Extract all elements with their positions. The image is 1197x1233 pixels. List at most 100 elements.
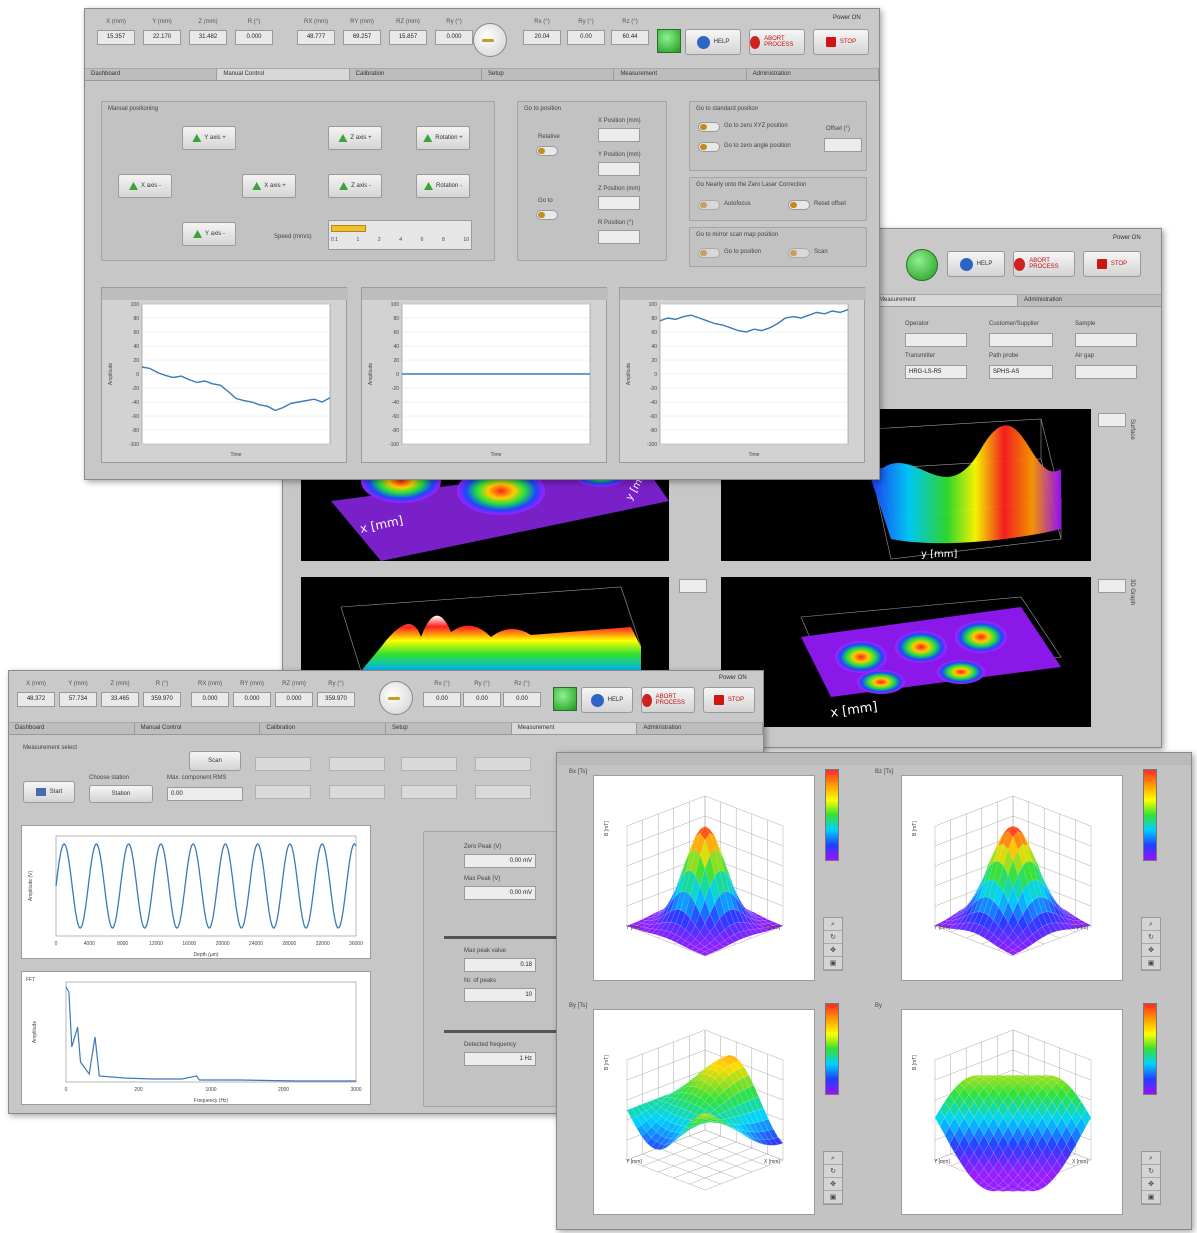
- meas-field-1[interactable]: [255, 757, 311, 771]
- meas-field-6[interactable]: [329, 785, 385, 799]
- time-chart-1[interactable]: 100 80 60 40 20 0 -20 -40 -60 -80 -100 Time Amplitud…: [101, 287, 348, 463]
- tab-dashboard[interactable]: Dashboard: [85, 69, 218, 80]
- time-chart-3[interactable]: 100 80 60 40 20 0 -20 -40 -60 -80 -100 Time Amplitud…: [619, 287, 866, 463]
- scan-toggle[interactable]: [788, 248, 810, 258]
- stop-button[interactable]: STOP: [1083, 251, 1141, 277]
- abort-process-button[interactable]: ABORT PROCESS: [641, 687, 695, 713]
- meas-field-7[interactable]: [401, 785, 457, 799]
- meas-field-8[interactable]: [475, 785, 531, 799]
- plot-tools-3[interactable]: ⌕ ↻ ✥ ▣: [823, 1151, 843, 1205]
- reset-offset-toggle[interactable]: [788, 200, 810, 210]
- tab-manual-control[interactable]: Manual Control: [135, 723, 261, 734]
- goto-toggle[interactable]: [536, 210, 558, 220]
- tab-setup[interactable]: Setup: [482, 69, 615, 80]
- time-chart-3-svg: 100 80 60 40 20 0 -20 -40 -60 -80 -100 Time Amplitud…: [620, 288, 866, 458]
- help-button[interactable]: HELP: [947, 251, 1005, 277]
- rotate-icon[interactable]: ↻: [824, 1165, 842, 1178]
- zoom-icon[interactable]: ⌕: [824, 1152, 842, 1165]
- transmitter-field[interactable]: HRG-LS-R5: [905, 365, 967, 379]
- plot-tools-1[interactable]: ⌕ ↻ ✥ ▣: [823, 917, 843, 971]
- max-rms-field[interactable]: 0.00: [167, 787, 243, 801]
- start-button[interactable]: Start: [23, 781, 75, 803]
- relative-toggle[interactable]: [536, 146, 558, 156]
- surface-plot-bottom-right[interactable]: x [mm]: [721, 577, 1091, 727]
- mesh-plot-1[interactable]: X [mm] Y [mm] B [mT]: [593, 775, 815, 981]
- sample-field[interactable]: [1075, 333, 1137, 347]
- zoom-icon[interactable]: ⌕: [1142, 1152, 1160, 1165]
- zoom-icon[interactable]: ⌕: [824, 918, 842, 931]
- meas-field-2[interactable]: [329, 757, 385, 771]
- meas-field-5[interactable]: [255, 785, 311, 799]
- y-axis-minus-button[interactable]: Y axis -: [182, 222, 236, 246]
- speed-slider[interactable]: 0.1 1 2 4 6 8 10: [328, 220, 472, 250]
- autofocus-toggle[interactable]: [698, 200, 720, 210]
- speed-knob[interactable]: [379, 681, 413, 715]
- pan-icon[interactable]: ✥: [1142, 944, 1160, 957]
- x-axis-plus-button[interactable]: X axis +: [242, 174, 296, 198]
- plot-control-1[interactable]: [1098, 413, 1126, 427]
- x-axis-minus-button[interactable]: X axis -: [118, 174, 172, 198]
- tab-setup[interactable]: Setup: [386, 723, 512, 734]
- reset-icon[interactable]: ▣: [824, 1191, 842, 1204]
- plot-tools-4[interactable]: ⌕ ↻ ✥ ▣: [1141, 1151, 1161, 1205]
- reset-icon[interactable]: ▣: [1142, 957, 1160, 970]
- path-probe-field[interactable]: SPHS-AS: [989, 365, 1053, 379]
- mesh-plot-3[interactable]: X [mm] Y [mm] B [mT]: [593, 1009, 815, 1215]
- customer-field[interactable]: [989, 333, 1053, 347]
- speed-knob[interactable]: [473, 23, 507, 57]
- goto-position-toggle[interactable]: [698, 248, 720, 258]
- scan-button[interactable]: Scan: [189, 751, 241, 771]
- tab-measurement[interactable]: Measurement: [511, 723, 638, 734]
- mesh-plot-2[interactable]: X [mm] Y [mm] B [mT]: [901, 775, 1123, 981]
- abort-process-button[interactable]: ABORT PROCESS: [1013, 251, 1075, 277]
- tab-administration[interactable]: Administration: [637, 723, 763, 734]
- reset-icon[interactable]: ▣: [824, 957, 842, 970]
- help-button[interactable]: HELP: [581, 687, 633, 713]
- z-axis-minus-button[interactable]: Z axis -: [328, 174, 382, 198]
- operator-field[interactable]: [905, 333, 967, 347]
- fft-chart[interactable]: FFT 0 200 1000 2000 3000 Frequency (Hz) Amplitu…: [21, 971, 371, 1105]
- signal-chart[interactable]: 0 4000 8000 12000 16000 20000 24000 28000 32000 3…: [21, 825, 371, 959]
- y-axis-plus-button[interactable]: Y axis +: [182, 126, 236, 150]
- pan-icon[interactable]: ✥: [1142, 1178, 1160, 1191]
- time-chart-2[interactable]: 100 80 60 40 20 0 -20 -40 -60 -80 -100 Time Amplitud…: [361, 287, 608, 463]
- rotate-icon[interactable]: ↻: [1142, 1165, 1160, 1178]
- tab-measurement[interactable]: Measurement: [614, 69, 747, 80]
- choose-station-button[interactable]: Station: [89, 785, 153, 803]
- rotation-minus-button[interactable]: Rotation -: [416, 174, 470, 198]
- mesh-plot-4[interactable]: X [mm] Y [mm] B [mT]: [901, 1009, 1123, 1215]
- tab-measurement[interactable]: Measurement: [873, 295, 1018, 306]
- zero-angle-toggle[interactable]: [698, 142, 720, 152]
- stop-button[interactable]: STOP: [813, 29, 869, 55]
- offset-field[interactable]: [824, 138, 862, 152]
- z-position-field[interactable]: [598, 196, 640, 210]
- plot-control-2[interactable]: [679, 579, 707, 593]
- rotation-plus-button[interactable]: Rotation +: [416, 126, 470, 150]
- tab-manual-control[interactable]: Manual Control: [217, 69, 350, 80]
- x-position-field[interactable]: [598, 128, 640, 142]
- tab-administration[interactable]: Administration: [1018, 295, 1161, 306]
- zero-xyz-toggle[interactable]: [698, 122, 720, 132]
- zoom-icon[interactable]: ⌕: [1142, 918, 1160, 931]
- meas-field-3[interactable]: [401, 757, 457, 771]
- tab-calibration[interactable]: Calibration: [350, 69, 482, 80]
- air-gap-field[interactable]: [1075, 365, 1137, 379]
- meas-field-4[interactable]: [475, 757, 531, 771]
- tab-administration[interactable]: Administration: [747, 69, 879, 80]
- tab-calibration[interactable]: Calibration: [260, 723, 387, 734]
- pan-icon[interactable]: ✥: [824, 1178, 842, 1191]
- z-axis-plus-button[interactable]: Z axis +: [328, 126, 382, 150]
- help-button[interactable]: HELP: [685, 29, 741, 55]
- plot-tools-2[interactable]: ⌕ ↻ ✥ ▣: [1141, 917, 1161, 971]
- y-position-field[interactable]: [598, 162, 640, 176]
- r-position-field[interactable]: [598, 230, 640, 244]
- tab-dashboard[interactable]: Dashboard: [9, 723, 135, 734]
- plot-control-3[interactable]: [1098, 579, 1126, 593]
- rotate-icon[interactable]: ↻: [824, 931, 842, 944]
- stop-button[interactable]: STOP: [703, 687, 755, 713]
- surface-plot-bottom-left[interactable]: [301, 577, 669, 672]
- abort-process-button[interactable]: ABORT PROCESS: [749, 29, 805, 55]
- pan-icon[interactable]: ✥: [824, 944, 842, 957]
- reset-icon[interactable]: ▣: [1142, 1191, 1160, 1204]
- rotate-icon[interactable]: ↻: [1142, 931, 1160, 944]
